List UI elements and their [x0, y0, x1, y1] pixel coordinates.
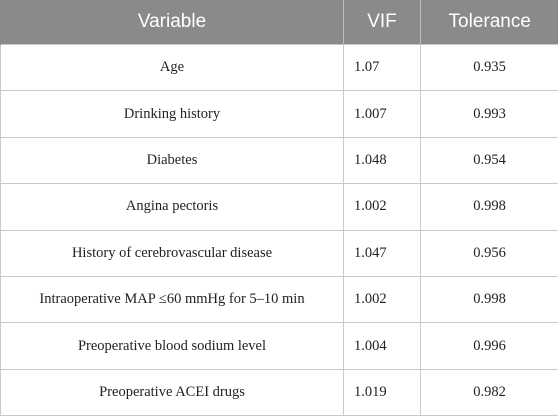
- tolerance-cell: 0.998: [421, 184, 558, 230]
- table-row: Drinking history 1.007 0.993: [1, 91, 558, 137]
- header-tolerance: Tolerance: [421, 0, 558, 45]
- tolerance-cell: 0.993: [421, 91, 558, 137]
- table-row: Age 1.07 0.935: [1, 45, 558, 91]
- tolerance-cell: 0.954: [421, 137, 558, 183]
- variable-cell: Preoperative blood sodium level: [1, 323, 344, 369]
- table-row: History of cerebrovascular disease 1.047…: [1, 230, 558, 276]
- tolerance-cell: 0.956: [421, 230, 558, 276]
- table-row: Preoperative blood sodium level 1.004 0.…: [1, 323, 558, 369]
- variable-cell: Intraoperative MAP ≤60 mmHg for 5–10 min: [1, 276, 344, 322]
- vif-cell: 1.019: [344, 369, 421, 415]
- variable-cell: Age: [1, 45, 344, 91]
- variable-cell: Angina pectoris: [1, 184, 344, 230]
- variable-cell: History of cerebrovascular disease: [1, 230, 344, 276]
- header-row: Variable VIF Tolerance: [1, 0, 558, 45]
- vif-cell: 1.007: [344, 91, 421, 137]
- tolerance-cell: 0.935: [421, 45, 558, 91]
- table-row: Diabetes 1.048 0.954: [1, 137, 558, 183]
- variable-cell: Preoperative ACEI drugs: [1, 369, 344, 415]
- vif-cell: 1.002: [344, 184, 421, 230]
- vif-cell: 1.002: [344, 276, 421, 322]
- tolerance-cell: 0.998: [421, 276, 558, 322]
- header-vif: VIF: [344, 0, 421, 45]
- header-variable: Variable: [1, 0, 344, 45]
- table-row: Preoperative ACEI drugs 1.019 0.982: [1, 369, 558, 415]
- vif-cell: 1.048: [344, 137, 421, 183]
- variable-cell: Drinking history: [1, 91, 344, 137]
- table-row: Angina pectoris 1.002 0.998: [1, 184, 558, 230]
- variable-cell: Diabetes: [1, 137, 344, 183]
- tolerance-cell: 0.996: [421, 323, 558, 369]
- vif-cell: 1.07: [344, 45, 421, 91]
- vif-cell: 1.004: [344, 323, 421, 369]
- tolerance-cell: 0.982: [421, 369, 558, 415]
- vif-cell: 1.047: [344, 230, 421, 276]
- table-row: Intraoperative MAP ≤60 mmHg for 5–10 min…: [1, 276, 558, 322]
